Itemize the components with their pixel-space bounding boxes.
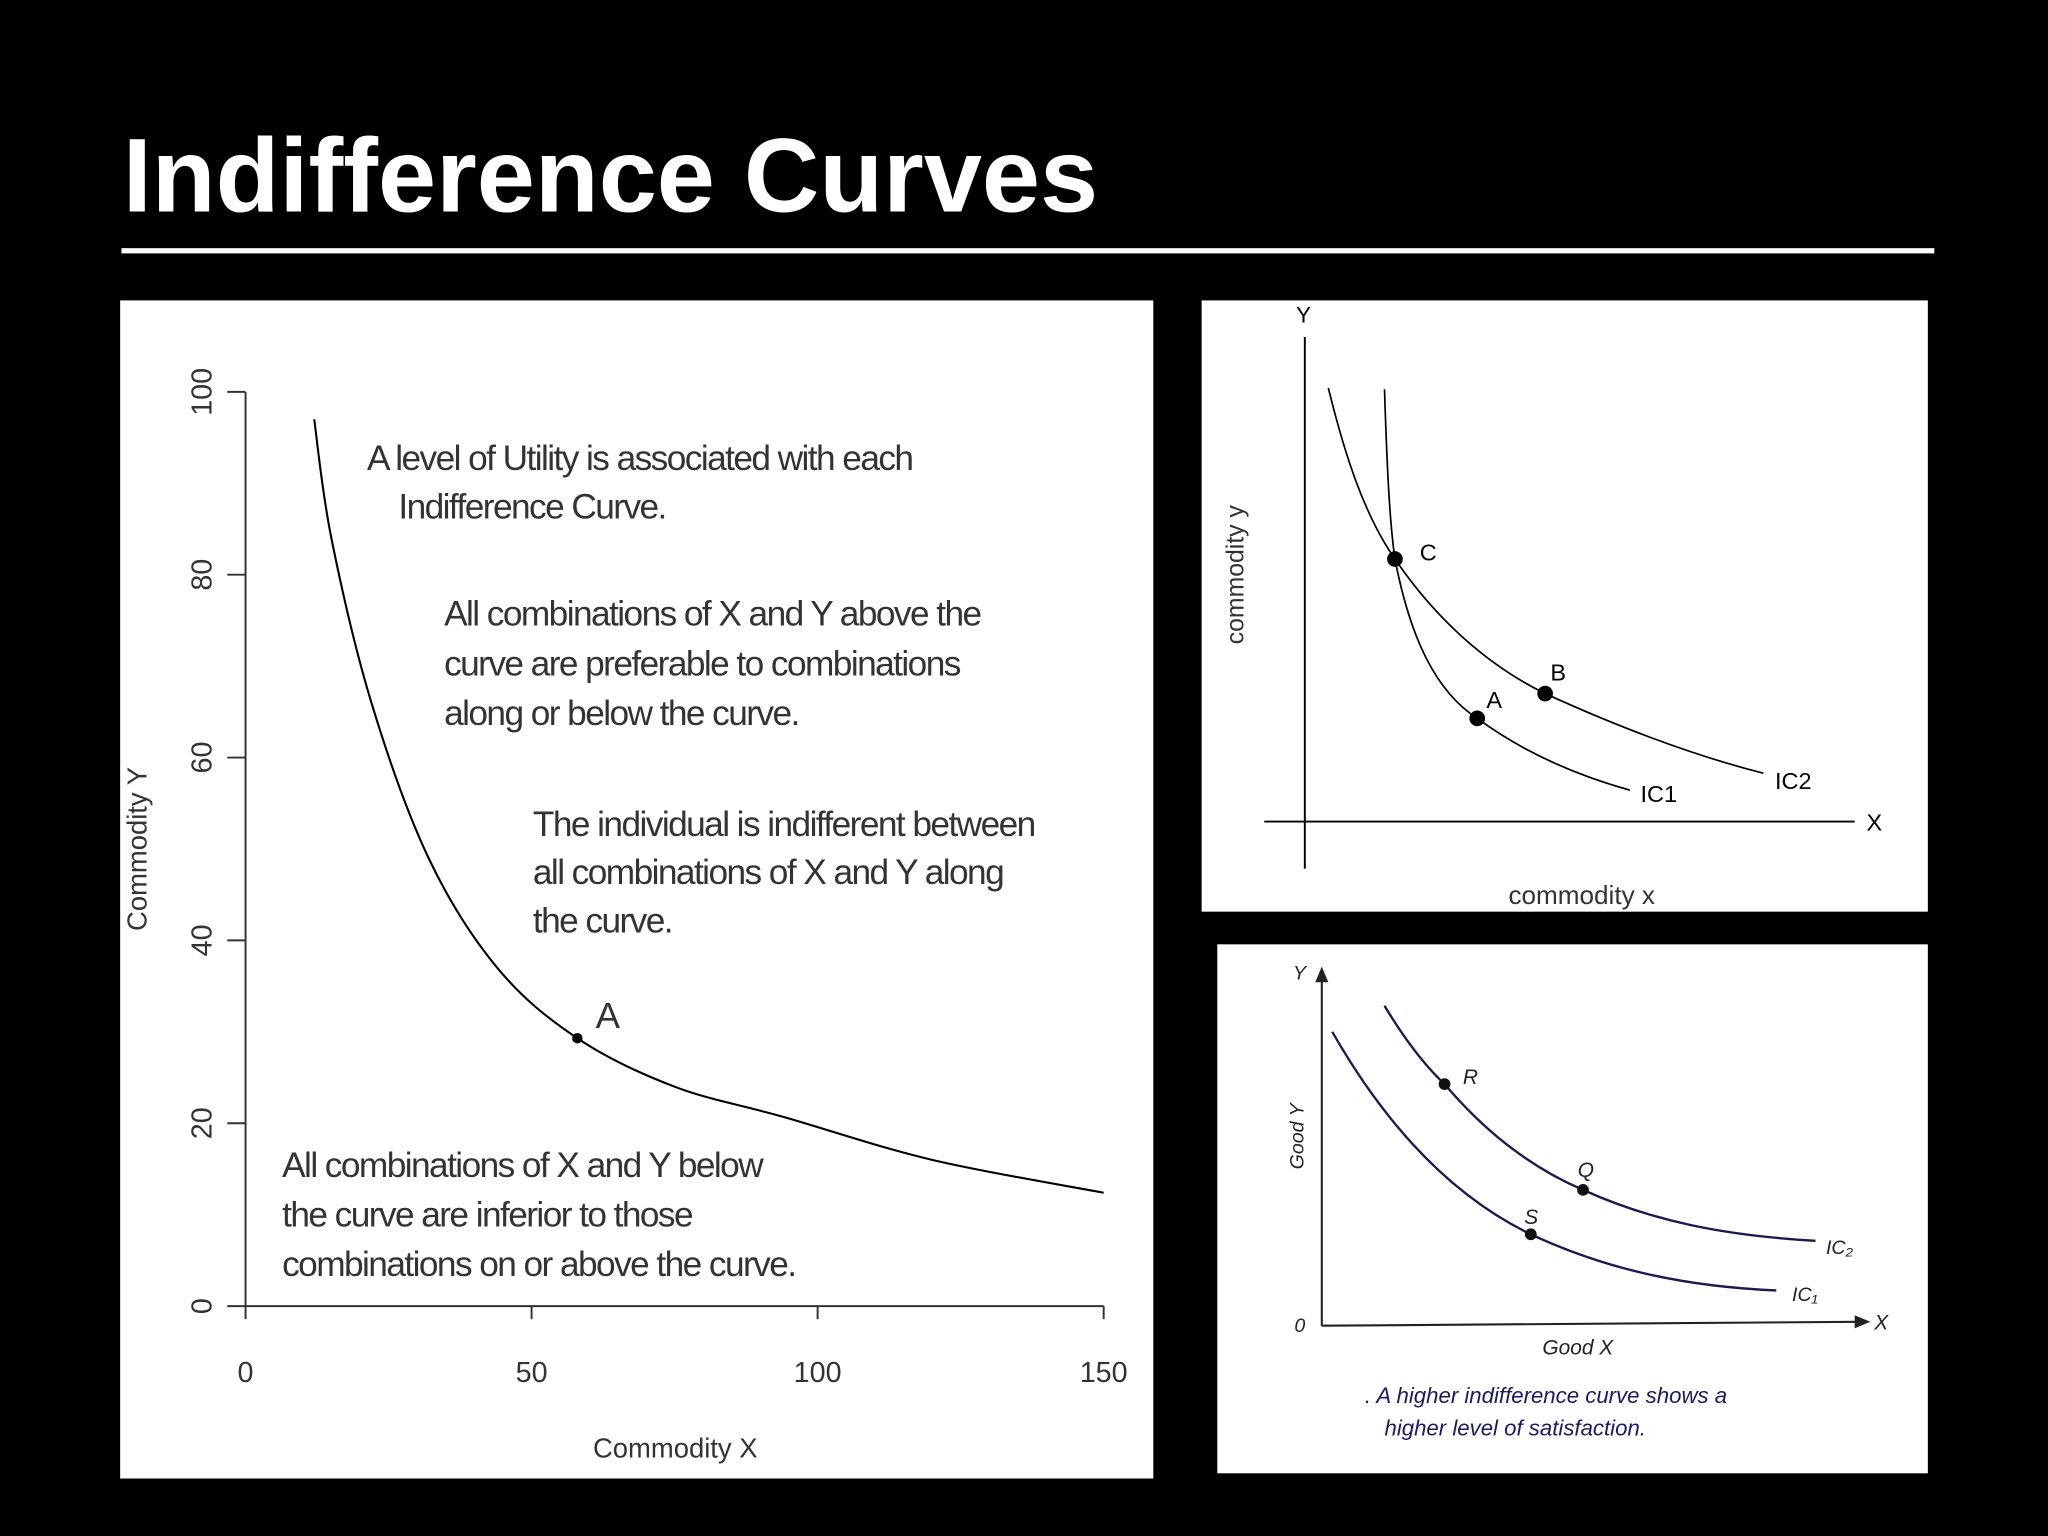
annotation: along or below the curve. [444, 694, 799, 733]
curve [313, 419, 1104, 1194]
chart-panel: Y 0 X IC₂ IC₁ R Q S Good Y Good X . A hi… [1217, 944, 1928, 1474]
annotation: All combinations of X and Y above the [444, 595, 981, 634]
point [1387, 551, 1403, 567]
chart-panel: Commodity X Commodity Y 0 50 100 150 0 20 40 60… [120, 300, 1154, 1479]
point-label: Q [1578, 1159, 1594, 1182]
annotation: the curve. [533, 902, 672, 941]
x-tick-label: 0 [238, 1357, 254, 1389]
point [1537, 685, 1553, 702]
x-axis-label: Good X [1542, 1336, 1614, 1359]
point-label: R [1463, 1066, 1478, 1089]
point [1438, 1078, 1451, 1090]
annotation: All combinations of X and Y below [282, 1146, 764, 1185]
curve [1383, 1005, 1816, 1242]
annotation: A level of Utility is associated with ea… [367, 439, 912, 478]
curve-label: IC₁ [1792, 1284, 1818, 1306]
x-tick-label: 100 [794, 1357, 842, 1389]
point [1469, 710, 1486, 727]
point-label: A [596, 995, 621, 1036]
curve-label: IC₂ [1826, 1237, 1854, 1259]
curve-label: IC2 [1775, 768, 1812, 794]
y-axis-label: Commodity Y [121, 767, 152, 931]
x-tick-label: 50 [516, 1357, 548, 1389]
x-tick-label: 150 [1080, 1357, 1128, 1389]
title-rule [121, 248, 1935, 254]
axis-label: X [1873, 1312, 1889, 1335]
annotation: combinations on or above the curve. [282, 1245, 795, 1284]
point [572, 1033, 583, 1044]
caption: . A higher indifference curve shows a [1365, 1383, 1727, 1408]
panel-background [1217, 944, 1928, 1474]
x-axis [1321, 1320, 1858, 1327]
curve-label: IC1 [1640, 781, 1677, 807]
caption: higher level of satisfaction. [1384, 1415, 1645, 1440]
axis-arrow [1315, 966, 1329, 983]
y-tick-label: 60 [187, 742, 219, 774]
slide-title: Indifference Curves [123, 118, 1098, 235]
axis-label: 0 [1294, 1315, 1305, 1337]
point-label: B [1550, 659, 1566, 685]
point [1577, 1184, 1589, 1196]
panel-background [120, 300, 1154, 1479]
y-axis-label: commodity y [1222, 505, 1249, 645]
annotation: all combinations of X and Y along [533, 853, 1003, 892]
annotation: the curve are inferior to those [282, 1195, 693, 1234]
annotation: Indifference Curve. [398, 488, 665, 527]
y-axis-label: Good Y [1287, 1101, 1309, 1169]
x-axis-label: Commodity X [593, 1433, 757, 1464]
point-label: A [1486, 687, 1502, 713]
y-tick-label: 20 [187, 1107, 219, 1139]
point-label: S [1524, 1206, 1538, 1229]
axis-label: Y [1293, 963, 1308, 985]
y-tick-label: 0 [187, 1298, 219, 1314]
axis-arrow [1854, 1315, 1871, 1329]
point [1524, 1228, 1537, 1241]
y-tick-label: 80 [187, 559, 219, 591]
chart-panel: Y X IC1 IC2 C B A commodity y commodity … [1201, 300, 1928, 912]
axis-label: X [1866, 810, 1882, 836]
curve [1327, 387, 1764, 775]
y-tick-label: 100 [187, 368, 219, 416]
axis-label: Y [1296, 303, 1311, 328]
point-label: C [1420, 539, 1437, 565]
y-tick-label: 40 [187, 924, 219, 956]
annotation: The individual is indifferent between [533, 805, 1035, 844]
annotation: curve are preferable to combinations [444, 644, 961, 683]
curve [1383, 389, 1631, 792]
panel-background [1201, 300, 1928, 912]
x-axis-label: commodity x [1508, 880, 1655, 910]
